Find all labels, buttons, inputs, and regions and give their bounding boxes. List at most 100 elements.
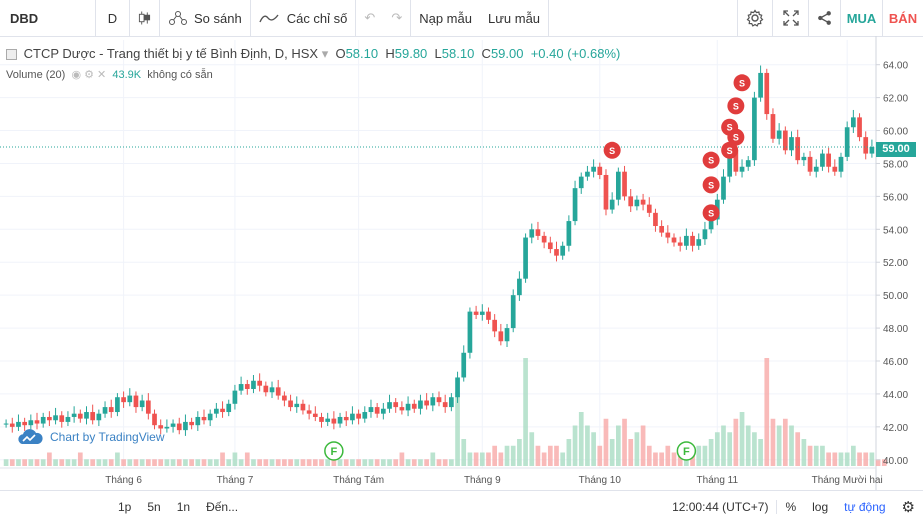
candle-body <box>257 380 263 386</box>
volume-bar <box>405 459 411 466</box>
time-tick-label: Tháng 10 <box>579 475 622 486</box>
candle-body <box>838 156 844 172</box>
candle-body <box>59 415 65 422</box>
candle-body <box>597 166 603 175</box>
candle-body <box>90 412 96 421</box>
candle-body <box>47 416 52 421</box>
price-tick-label: 54.00 <box>883 225 908 236</box>
candle-body <box>622 171 627 197</box>
volume-bar <box>807 445 813 466</box>
volume-bar <box>331 459 337 466</box>
candle-body <box>479 311 485 315</box>
candle-body <box>857 117 862 138</box>
high-label: H <box>385 46 395 61</box>
buy-button[interactable]: MUA <box>841 0 883 36</box>
volume-bar <box>442 459 448 466</box>
share-button[interactable] <box>809 0 841 36</box>
candle-body <box>677 242 683 246</box>
sell-signal-marker <box>733 74 751 92</box>
volume-bar <box>578 412 584 466</box>
volume-bar <box>269 459 275 466</box>
range-1d[interactable]: 1p <box>118 500 132 514</box>
legend-dropdown-icon[interactable]: ▾ <box>321 46 329 61</box>
candle-body <box>164 426 170 429</box>
candle-body <box>603 174 609 210</box>
candle-body <box>776 130 782 139</box>
percent-toggle[interactable]: % <box>776 500 804 514</box>
log-toggle[interactable]: log <box>812 500 829 514</box>
volume-bar <box>585 425 590 466</box>
fullscreen-button[interactable] <box>773 0 809 36</box>
undo-button[interactable]: ↶ <box>356 0 383 36</box>
sell-button[interactable]: BÁN <box>883 0 923 36</box>
candle-body <box>152 413 157 426</box>
volume-bar <box>881 459 887 466</box>
goto-date[interactable]: Đến... <box>206 500 239 514</box>
share-icon <box>818 11 831 25</box>
volume-bar <box>752 432 757 466</box>
gear-icon <box>746 9 764 27</box>
price-tick-label: 44.00 <box>883 390 908 401</box>
candle-body <box>752 97 757 161</box>
bottom-settings-button[interactable]: ⚙ <box>894 498 923 516</box>
collapse-legend-icon[interactable] <box>6 49 17 61</box>
volume-bar <box>838 452 844 466</box>
candle-body <box>263 385 269 393</box>
interval-button[interactable]: D <box>96 0 130 36</box>
candle-body <box>65 416 71 422</box>
candle-body <box>659 226 664 233</box>
range-1y[interactable]: 1n <box>176 500 191 514</box>
eye-icon[interactable]: ◉ <box>71 69 82 81</box>
save-template-button[interactable]: Lưu mẫu <box>480 0 550 36</box>
compare-button[interactable]: So sánh <box>160 0 251 36</box>
volume-bar <box>145 459 151 466</box>
volume-bar <box>343 459 349 466</box>
buy-label: MUA <box>846 10 877 26</box>
symbol-search[interactable]: DBD <box>0 0 96 36</box>
close-small-icon[interactable]: ✕ <box>97 69 107 81</box>
candle-body <box>393 402 399 408</box>
volume-bar <box>572 425 578 466</box>
candle-body <box>702 229 708 240</box>
volume-bar <box>337 459 343 466</box>
load-template-button[interactable]: Nạp mẫu <box>411 0 480 36</box>
volume-bar <box>257 459 263 466</box>
chart-style-button[interactable] <box>130 0 160 36</box>
volume-bar <box>238 459 244 466</box>
volume-bar <box>9 459 15 466</box>
volume-bar <box>789 425 794 466</box>
volume-bar <box>615 425 621 466</box>
redo-button[interactable]: ↷ <box>383 0 412 36</box>
volume-bar <box>628 439 634 466</box>
candle-body <box>585 171 590 177</box>
open-label: O <box>335 46 346 61</box>
volume-bar <box>170 459 176 466</box>
volume-bar <box>517 439 522 466</box>
indicators-button[interactable]: Các chỉ số <box>251 0 357 36</box>
settings-button[interactable] <box>737 0 773 36</box>
volume-bar <box>554 445 559 466</box>
candle-body <box>22 421 27 426</box>
candle-body <box>306 410 312 414</box>
candle-body <box>312 413 318 417</box>
price-tick-label: 48.00 <box>883 324 908 335</box>
tradingview-watermark[interactable]: Chart by TradingView <box>16 428 165 446</box>
volume-bar <box>813 445 819 466</box>
low-label: L <box>434 46 442 61</box>
range-5d[interactable]: 5n <box>147 500 161 514</box>
auto-toggle[interactable]: tự động <box>844 500 886 514</box>
volume-bar <box>127 459 133 466</box>
volume-bar <box>374 459 380 466</box>
current-price-tag: 59.00 <box>876 142 916 157</box>
settings-small-icon[interactable]: ⚙ <box>84 69 94 81</box>
volume-bar <box>634 432 640 466</box>
candle-body <box>9 423 15 427</box>
clock[interactable]: 12:00:44 (UTC+7) <box>672 500 769 514</box>
volume-bar <box>776 425 782 466</box>
candle-body <box>653 212 658 227</box>
volume-bar <box>300 459 306 466</box>
candle-body <box>220 408 225 413</box>
redo-icon: ↷ <box>391 10 403 25</box>
volume-bar <box>319 459 324 466</box>
